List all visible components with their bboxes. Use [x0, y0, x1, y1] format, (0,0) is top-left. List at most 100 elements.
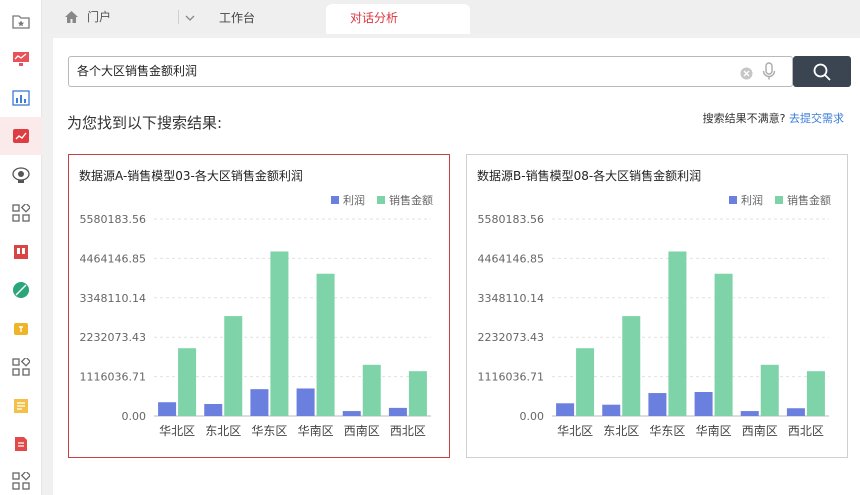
legend-label: 利润 [343, 194, 365, 207]
document-icon [15, 437, 27, 451]
x-tick-label: 华南区 [696, 423, 732, 438]
bar-profit [648, 393, 667, 416]
x-tick-label: 东北区 [603, 424, 639, 438]
tab-workbench[interactable]: 工作台 [219, 11, 256, 25]
rail-item-document[interactable] [0, 425, 42, 463]
rail-item-dashboard[interactable] [0, 79, 42, 117]
bar-profit [388, 407, 407, 416]
bar-profit [740, 411, 759, 416]
submit-request-link[interactable]: 去提交需求 [789, 112, 844, 125]
bar-chart: 0.00 1116036.71 2232073.43 3348110.14 446414… [80, 213, 431, 438]
microphone-icon [762, 62, 776, 80]
y-tick-label: 5580183.56 [80, 213, 146, 226]
book-icon [14, 245, 28, 259]
x-tick-label: 西北区 [788, 424, 824, 438]
search-button[interactable] [793, 56, 851, 87]
legend-swatch-sales [377, 196, 385, 204]
chart-card-a[interactable]: 数据源A-销售模型03-各大区销售金额利润 利润 销售金额 0.00 111603… [68, 154, 450, 458]
rail-item-apps-2[interactable] [0, 348, 42, 386]
rail-item-favorites[interactable] [0, 2, 42, 40]
dashboard-icon [12, 90, 30, 106]
badge-icon [14, 323, 28, 335]
rail-item-apps-1[interactable] [0, 194, 42, 232]
legend-swatch-sales [775, 196, 783, 204]
bar-sales [224, 316, 243, 416]
apps-icon [12, 472, 30, 490]
clear-search-button[interactable] [740, 65, 753, 84]
chevron-down-icon [185, 15, 195, 21]
bar-profit [296, 388, 315, 416]
rail-item-badge[interactable] [0, 310, 42, 348]
bar-profit [556, 403, 575, 416]
y-tick-label: 2232073.43 [478, 331, 544, 344]
legend-item: 销售金额 [775, 192, 831, 208]
search-input[interactable] [77, 63, 717, 77]
y-tick-label: 4464146.85 [80, 252, 146, 265]
bar-profit [694, 391, 713, 416]
trend-chart-icon [13, 129, 29, 143]
apps-icon [12, 358, 30, 376]
bar-sales [576, 348, 595, 416]
folder-star-icon [12, 15, 30, 29]
rail-item-leaf[interactable] [0, 271, 42, 309]
bar-chart: 0.00 1116036.71 2232073.43 3348110.14 446414… [478, 213, 829, 438]
bar-profit [204, 403, 223, 416]
bar-profit [342, 411, 361, 416]
rail-item-book[interactable] [0, 233, 42, 271]
clear-icon [740, 67, 753, 80]
results-title: 为您找到以下搜索结果: [67, 114, 223, 132]
x-tick-label: 华东区 [251, 424, 287, 438]
tab-home-label: 门户 [87, 10, 112, 24]
bar-sales [714, 273, 733, 416]
y-tick-label: 1116036.71 [478, 371, 544, 384]
feedback: 搜索结果不满意? 去提交需求 [703, 110, 844, 126]
bar-sales [316, 273, 335, 416]
tab-dropdown[interactable] [184, 9, 196, 28]
bar-profit [786, 408, 805, 416]
voice-input-button[interactable] [762, 62, 776, 86]
bar-sales [668, 251, 687, 416]
chart-title: 数据源A-销售模型03-各大区销售金额利润 [79, 169, 303, 183]
search-box [68, 56, 793, 87]
rail-item-note[interactable] [0, 387, 42, 425]
home-icon [65, 10, 78, 23]
legend-item: 销售金额 [377, 192, 433, 208]
y-tick-label: 3348110.14 [478, 292, 544, 305]
rail-item-apps-3[interactable] [0, 462, 42, 495]
bar-sales [270, 251, 289, 416]
leaf-icon [13, 282, 29, 298]
chart-title: 数据源B-销售模型08-各大区销售金额利润 [477, 169, 702, 183]
icon-rail [0, 0, 42, 495]
bar-sales [408, 371, 427, 416]
legend-label: 利润 [741, 194, 763, 207]
tab-home[interactable]: 门户 [64, 8, 111, 25]
note-icon [14, 399, 28, 413]
legend-item: 利润 [331, 192, 365, 208]
tab-bar: 门户 工作台 对话分析 [42, 0, 860, 34]
chart-card-b[interactable]: 数据源B-销售模型08-各大区销售金额利润 利润 销售金额 0.00 111603… [466, 154, 848, 458]
x-tick-label: 华北区 [159, 424, 195, 438]
y-tick-label: 5580183.56 [478, 213, 544, 226]
main-content: 为您找到以下搜索结果: 搜索结果不满意? 去提交需求 数据源A-销售模型03-各… [53, 38, 860, 495]
x-tick-label: 华北区 [557, 424, 593, 438]
bar-sales [806, 371, 825, 416]
x-tick-label: 东北区 [205, 424, 241, 438]
chart-legend: 利润 销售金额 [331, 192, 433, 208]
rail-item-conversation-analysis[interactable] [0, 117, 42, 155]
chart-legend: 利润 销售金额 [729, 192, 831, 208]
legend-swatch-profit [331, 196, 339, 204]
rail-item-satellite[interactable] [0, 156, 42, 194]
tab-separator [178, 10, 179, 24]
tab-conversation-analysis[interactable]: 对话分析 [326, 4, 470, 34]
y-tick-label: 4464146.85 [478, 252, 544, 265]
search-icon [813, 63, 831, 81]
rail-item-monitor[interactable] [0, 40, 42, 78]
y-tick-label: 3348110.14 [80, 292, 146, 305]
bar-sales [760, 364, 779, 416]
y-tick-label: 0.00 [520, 410, 545, 423]
bar-sales [622, 316, 641, 416]
y-tick-label: 2232073.43 [80, 331, 146, 344]
monitor-chart-icon [13, 52, 29, 66]
feedback-text: 搜索结果不满意? [702, 112, 786, 125]
legend-label: 销售金额 [389, 194, 433, 207]
